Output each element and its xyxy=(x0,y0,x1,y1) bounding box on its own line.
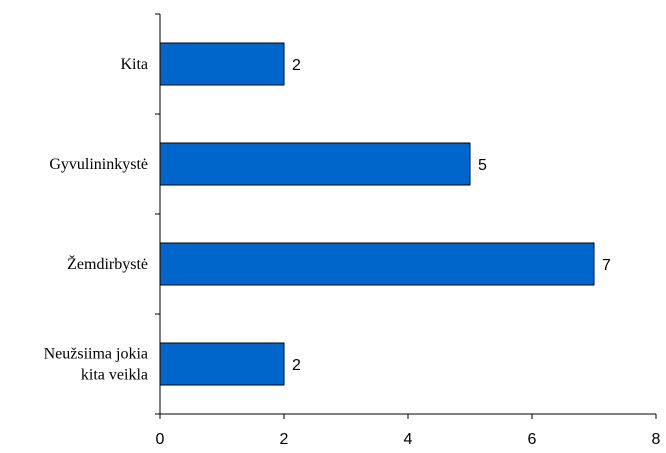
x-tick-label-0: 0 xyxy=(156,431,165,448)
x-tick-label-2: 2 xyxy=(280,431,289,448)
data-label-4: 2 xyxy=(292,357,301,374)
bar-2 xyxy=(159,142,471,186)
category-label-line: Kita xyxy=(120,56,148,73)
bar-1 xyxy=(159,42,285,86)
x-tick-label-8: 8 xyxy=(652,431,661,448)
category-label-3: Žemdirbystė xyxy=(67,254,148,273)
x-tick-label-4: 4 xyxy=(404,431,413,448)
category-label-1: Kita xyxy=(120,56,148,73)
axes-group xyxy=(155,13,657,419)
data-label-1: 2 xyxy=(292,57,301,74)
category-label-line: Neužsiima jokia xyxy=(44,346,148,363)
category-label-line: kita veikla xyxy=(81,367,148,384)
data-label-3: 7 xyxy=(602,257,611,274)
category-label-line: Žemdirbystė xyxy=(67,254,148,273)
category-label-2: Gyvulininkystė xyxy=(49,156,148,173)
data-label-2: 5 xyxy=(478,157,487,174)
bar-4 xyxy=(159,342,285,386)
category-label-line: Gyvulininkystė xyxy=(49,156,148,173)
bars-group xyxy=(159,42,595,386)
category-label-4: Neužsiima jokia kita veikla xyxy=(44,346,148,384)
bar-3 xyxy=(159,242,595,286)
x-tick-label-6: 6 xyxy=(528,431,537,448)
labels-group: 2 Kita 5 Gyvulininkystė 7 Žemdirbystė 2 Neužsii… xyxy=(44,56,661,448)
